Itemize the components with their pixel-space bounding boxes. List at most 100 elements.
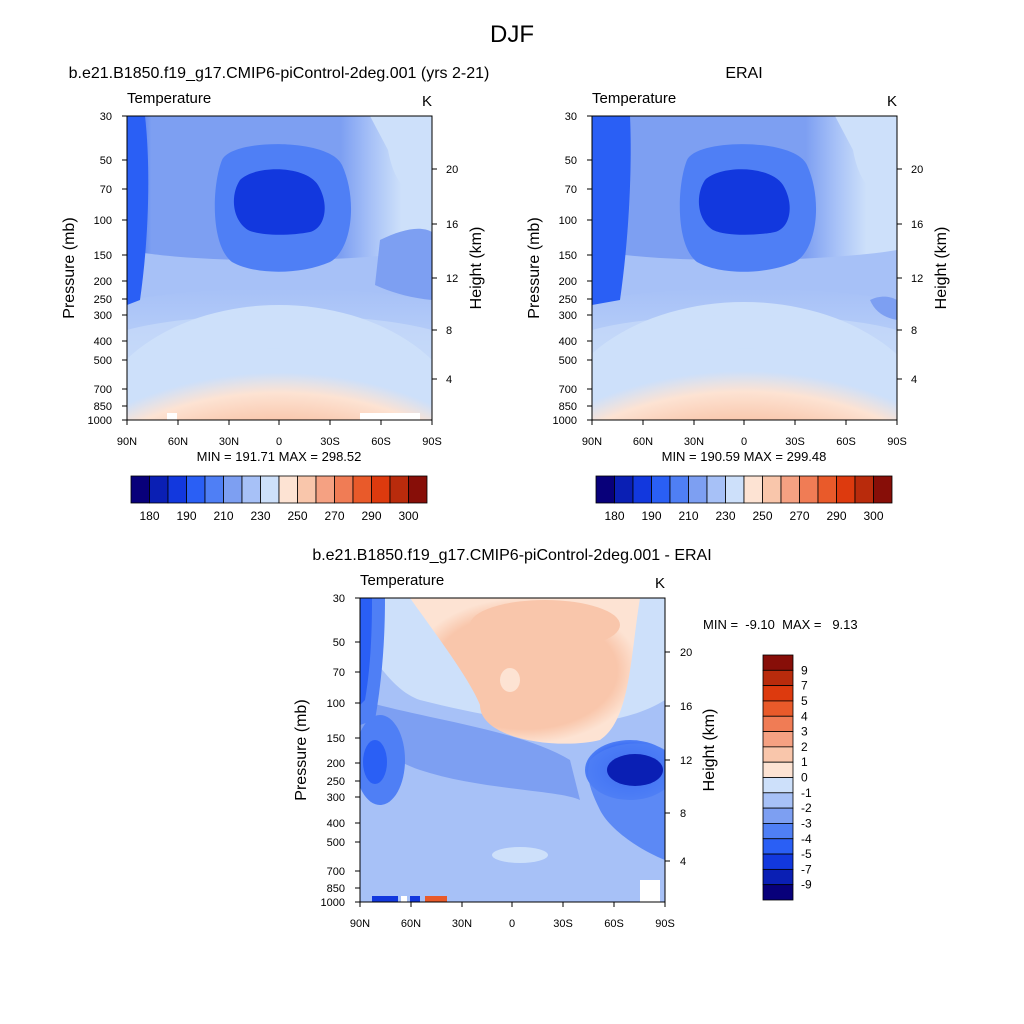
panel-title: b.e21.B1850.f19_g17.CMIP6-piControl-2deg…	[69, 65, 490, 82]
stats-label: MIN = 191.71 MAX = 298.52	[197, 449, 362, 464]
colorbar-swatch	[167, 475, 187, 504]
colorbar-swatch	[762, 475, 782, 504]
y-axis-label: Pressure (mb)	[526, 217, 543, 318]
height-axis-label: Height (km)	[701, 709, 718, 792]
colorbar-label: 290	[826, 509, 846, 523]
colorbar-swatch	[762, 746, 794, 763]
y-tick-label: 200	[94, 276, 112, 288]
x-ticks: 90N 60N 30N 0 30S 60S 90S	[117, 420, 442, 448]
colorbar-swatch	[334, 475, 354, 504]
units-label: K	[655, 575, 665, 592]
colorbar-swatch	[130, 475, 150, 504]
x-tick-label: 0	[276, 436, 282, 448]
units-label: K	[887, 93, 897, 110]
y-tick-label: 850	[327, 883, 345, 895]
colorbar-label: 180	[139, 509, 159, 523]
height-tick-label: 12	[911, 273, 923, 285]
colorbar: 180 190 210 230 250 270 290 300	[130, 475, 428, 523]
colorbar-swatch	[725, 475, 745, 504]
colorbar: 9 754 321 0-1-2-3 -4-5-7 -9	[762, 654, 812, 901]
colorbar-label: -4	[801, 832, 812, 846]
colorbar-swatch	[315, 475, 335, 504]
y-tick-label: 700	[559, 384, 577, 396]
colorbar-swatch	[595, 475, 615, 504]
x-tick-label: 90S	[887, 436, 907, 448]
variable-label: Temperature	[127, 90, 211, 107]
colorbar-swatch	[149, 475, 169, 504]
x-ticks: 90N 60N 30N 0 30S 60S 90S	[582, 420, 907, 448]
x-tick-label: 90N	[582, 436, 602, 448]
x-tick-label: 60N	[633, 436, 653, 448]
colorbar-swatch	[297, 475, 317, 504]
colorbar-swatch	[854, 475, 874, 504]
height-ticks: 20 16 12 8 4	[897, 164, 923, 386]
colorbar-swatch	[706, 475, 726, 504]
y-tick-label: 300	[327, 792, 345, 804]
colorbar-label: 180	[604, 509, 624, 523]
y-ticks: 30 50 70 100 150 200 250 300 400 500 700…	[553, 111, 592, 427]
colorbar-label: 210	[678, 509, 698, 523]
colorbar-swatch	[389, 475, 409, 504]
y-tick-label: 250	[559, 294, 577, 306]
height-tick-label: 20	[680, 647, 692, 659]
colorbar-label: 190	[641, 509, 661, 523]
y-tick-label: 1000	[553, 415, 577, 427]
height-tick-label: 16	[911, 219, 923, 231]
y-tick-label: 50	[100, 155, 112, 167]
colorbar-swatch	[762, 715, 794, 732]
colorbar-swatch	[688, 475, 708, 504]
contour-field	[127, 116, 432, 420]
height-tick-label: 20	[446, 164, 458, 176]
colorbar-label: -3	[801, 816, 812, 830]
y-tick-label: 200	[559, 276, 577, 288]
colorbar-swatch	[632, 475, 652, 504]
colorbar-label: 300	[863, 509, 883, 523]
y-tick-label: 150	[327, 733, 345, 745]
colorbar-swatch	[762, 654, 794, 671]
colorbar-swatch	[669, 475, 689, 504]
colorbar-swatch	[836, 475, 856, 504]
colorbar-swatch	[780, 475, 800, 504]
y-tick-label: 100	[94, 215, 112, 227]
colorbar-label: -1	[801, 786, 812, 800]
figure-title: DJF	[490, 21, 534, 48]
y-tick-label: 850	[94, 401, 112, 413]
colorbar-label: 250	[287, 509, 307, 523]
colorbar-swatch	[762, 761, 794, 778]
colorbar-swatch	[241, 475, 261, 504]
x-tick-label: 30N	[219, 436, 239, 448]
colorbar-label: -2	[801, 801, 812, 815]
x-tick-label: 90N	[117, 436, 137, 448]
colorbar-swatch	[762, 792, 794, 809]
colorbar-swatch	[762, 823, 794, 840]
x-tick-label: 60S	[604, 918, 624, 930]
y-tick-label: 70	[100, 184, 112, 196]
colorbar-swatch	[873, 475, 893, 504]
y-ticks: 30 50 70 100 150 200 250 300 400 500 700…	[321, 593, 360, 909]
y-tick-label: 500	[327, 837, 345, 849]
colorbar: 180 190 210 230 250 270 290 300	[595, 475, 893, 523]
x-tick-label: 30N	[684, 436, 704, 448]
height-tick-label: 12	[680, 755, 692, 767]
contour-field	[360, 598, 665, 902]
y-tick-label: 500	[559, 355, 577, 367]
height-tick-label: 4	[446, 374, 452, 386]
y-axis-label: Pressure (mb)	[293, 699, 310, 800]
colorbar-swatch	[817, 475, 837, 504]
height-tick-label: 16	[680, 701, 692, 713]
colorbar-label: 190	[176, 509, 196, 523]
colorbar-swatch	[762, 868, 794, 886]
colorbar-swatch	[762, 669, 794, 687]
height-ticks: 20 16 12 8 4	[432, 164, 458, 386]
y-tick-label: 500	[94, 355, 112, 367]
y-tick-label: 100	[559, 215, 577, 227]
height-tick-label: 12	[446, 273, 458, 285]
colorbar-swatch	[743, 475, 763, 504]
y-tick-label: 50	[565, 155, 577, 167]
colorbar-swatch	[762, 700, 794, 717]
x-tick-label: 90S	[422, 436, 442, 448]
colorbar-label: 270	[789, 509, 809, 523]
height-tick-label: 8	[911, 325, 917, 337]
colorbar-swatch	[614, 475, 634, 504]
colorbar-swatch	[278, 475, 298, 504]
